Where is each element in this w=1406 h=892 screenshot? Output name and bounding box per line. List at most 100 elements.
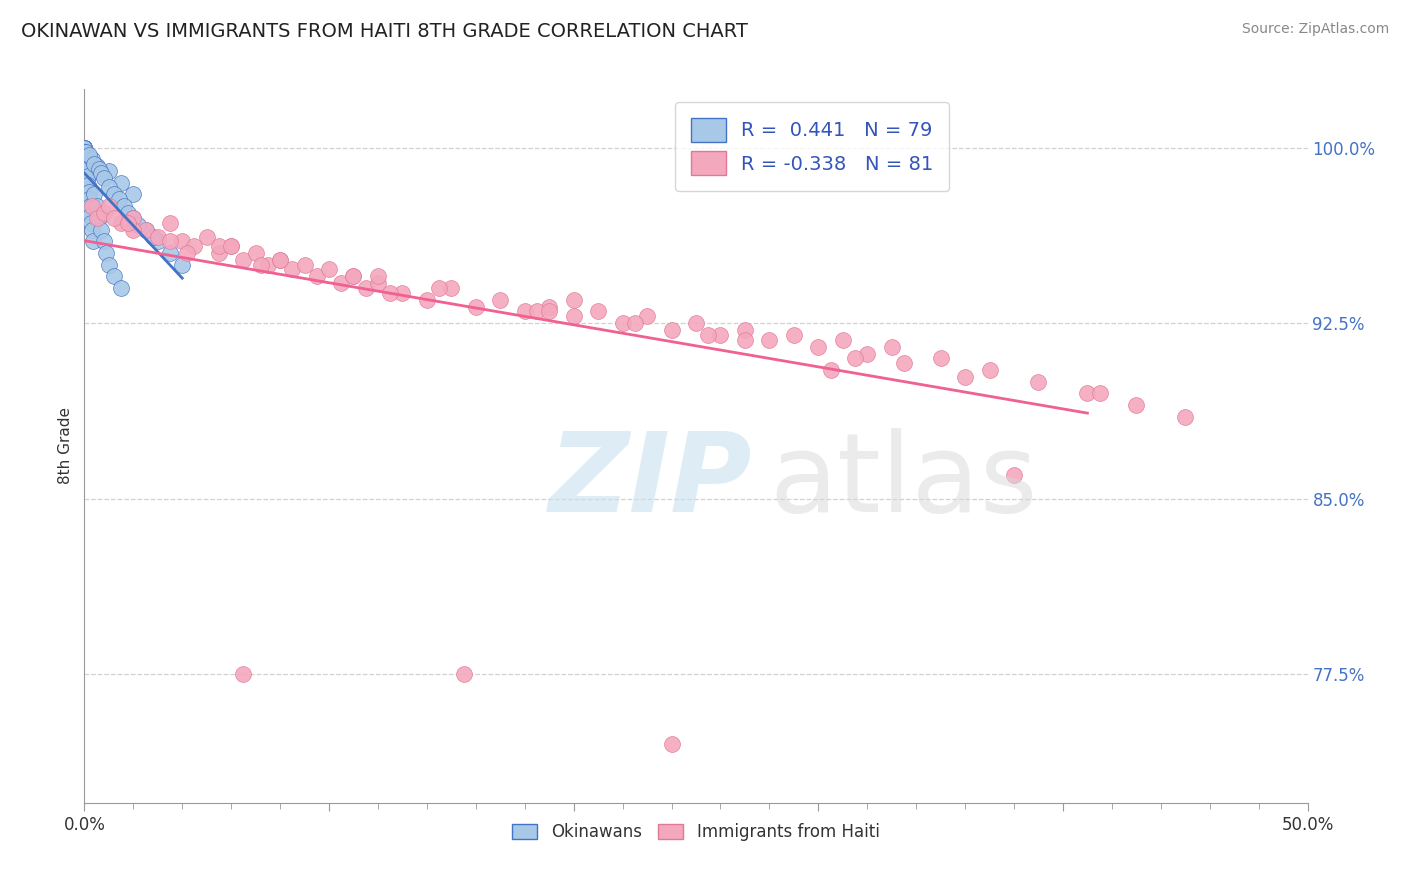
Point [758,333,780,347]
Point [257,258,280,272]
Point [661,737,683,751]
Point [586,304,609,318]
Point [110,216,132,230]
Point [73,141,96,155]
Point [73,157,96,171]
Point [269,252,291,267]
Point [73,150,96,164]
Point [73,141,96,155]
Point [142,229,165,244]
Point [269,252,291,267]
Point [79,199,101,213]
Point [208,239,231,253]
Point [73,141,96,155]
Point [330,277,353,291]
Point [294,258,316,272]
Point [73,192,96,206]
Point [73,141,96,155]
Point [953,370,976,384]
Point [87,211,110,225]
Point [1088,386,1111,401]
Point [97,258,120,272]
Point [73,141,96,155]
Point [73,157,96,171]
Point [83,187,105,202]
Point [76,157,98,171]
Point [135,222,157,236]
Point [76,161,98,176]
Point [73,199,96,213]
Point [73,169,96,183]
Point [342,269,364,284]
Point [73,176,96,190]
Point [73,153,96,167]
Point [73,141,96,155]
Point [86,199,108,213]
Point [380,285,402,300]
Point [232,667,254,681]
Point [831,333,853,347]
Point [685,316,707,330]
Text: Source: ZipAtlas.com: Source: ZipAtlas.com [1241,22,1389,37]
Point [612,316,634,330]
Point [75,150,97,164]
Point [82,234,104,248]
Point [929,351,952,366]
Point [783,327,806,342]
Point [96,246,118,260]
Point [562,309,585,323]
Point [87,161,110,176]
Point [367,269,389,284]
Point [709,327,731,342]
Point [734,333,756,347]
Point [305,269,328,284]
Point [1028,375,1050,389]
Point [807,340,830,354]
Point [489,293,512,307]
Point [79,209,101,223]
Point [624,316,647,330]
Point [110,281,132,295]
Point [391,285,413,300]
Point [427,281,450,295]
Point [562,293,585,307]
Point [172,234,194,248]
Point [73,141,96,155]
Point [122,211,145,225]
Point [83,157,105,171]
Point [135,222,157,236]
Point [453,667,475,681]
Point [73,141,96,155]
Text: OKINAWAN VS IMMIGRANTS FROM HAITI 8TH GRADE CORRELATION CHART: OKINAWAN VS IMMIGRANTS FROM HAITI 8TH GR… [21,22,748,41]
Point [73,183,96,197]
Point [117,206,139,220]
Y-axis label: 8th Grade: 8th Grade [58,408,73,484]
Legend: Okinawans, Immigrants from Haiti: Okinawans, Immigrants from Haiti [506,817,886,848]
Point [80,216,103,230]
Point [159,216,181,230]
Point [245,246,267,260]
Point [103,211,125,225]
Point [122,187,145,202]
Point [1076,386,1098,401]
Point [354,281,377,295]
Point [73,150,96,164]
Point [856,346,879,360]
Point [232,252,254,267]
Text: ZIP: ZIP [550,428,752,535]
Point [195,229,218,244]
Point [73,187,96,202]
Point [90,222,112,236]
Point [73,164,96,178]
Point [73,153,96,167]
Point [80,153,103,167]
Point [1125,398,1147,412]
Point [73,141,96,155]
Point [122,222,145,236]
Point [1174,409,1197,424]
Text: atlas: atlas [769,428,1038,535]
Point [90,166,112,180]
Point [159,246,181,260]
Point [73,176,96,190]
Point [73,145,96,160]
